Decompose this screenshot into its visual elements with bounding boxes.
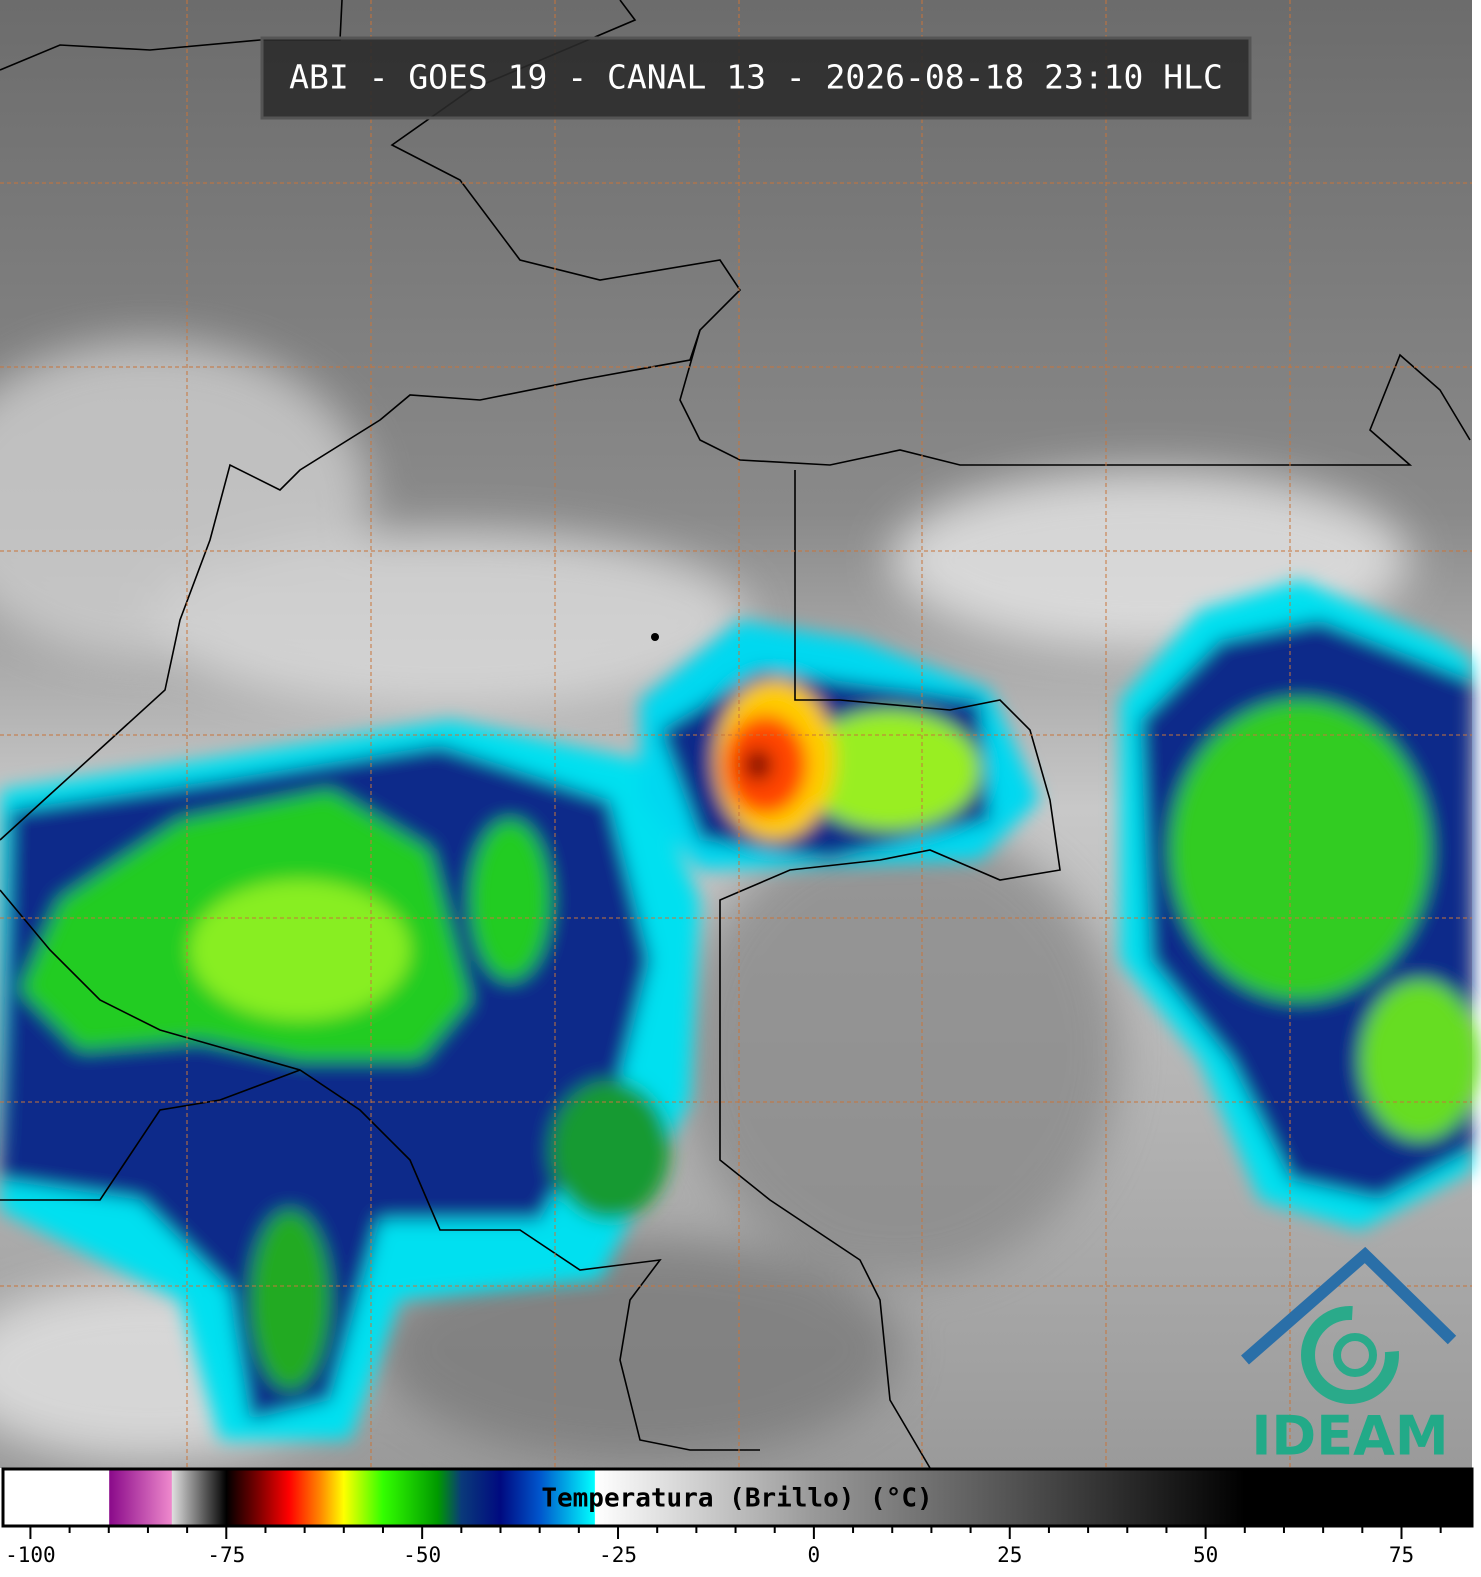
tick-label: -50	[403, 1543, 441, 1567]
tick-label: -100	[5, 1543, 56, 1567]
tick-label: 0	[808, 1543, 821, 1567]
logo: IDEAM	[1241, 1246, 1457, 1468]
imagery	[0, 0, 1480, 1469]
tick-label: -25	[599, 1543, 637, 1567]
colorbar-label: Temperatura (Brillo) (°C)	[541, 1484, 932, 1514]
title-box: ABI - GOES 19 - CANAL 13 - 2026-08-18 23…	[260, 36, 1252, 120]
logo-text: IDEAM	[1251, 1405, 1448, 1468]
tick-label: 50	[1193, 1543, 1218, 1567]
tick-label: -75	[207, 1543, 245, 1567]
tick-label: 75	[1389, 1543, 1414, 1567]
tick-label: 25	[997, 1543, 1022, 1567]
colorbar-ramp	[1, 1467, 1474, 1528]
colorbar: Temperatura (Brillo) (°C) -100 -75 -50 -25 0…	[1, 1467, 1474, 1567]
title: ABI - GOES 19 - CANAL 13 - 2026-08-18 23…	[289, 58, 1223, 97]
